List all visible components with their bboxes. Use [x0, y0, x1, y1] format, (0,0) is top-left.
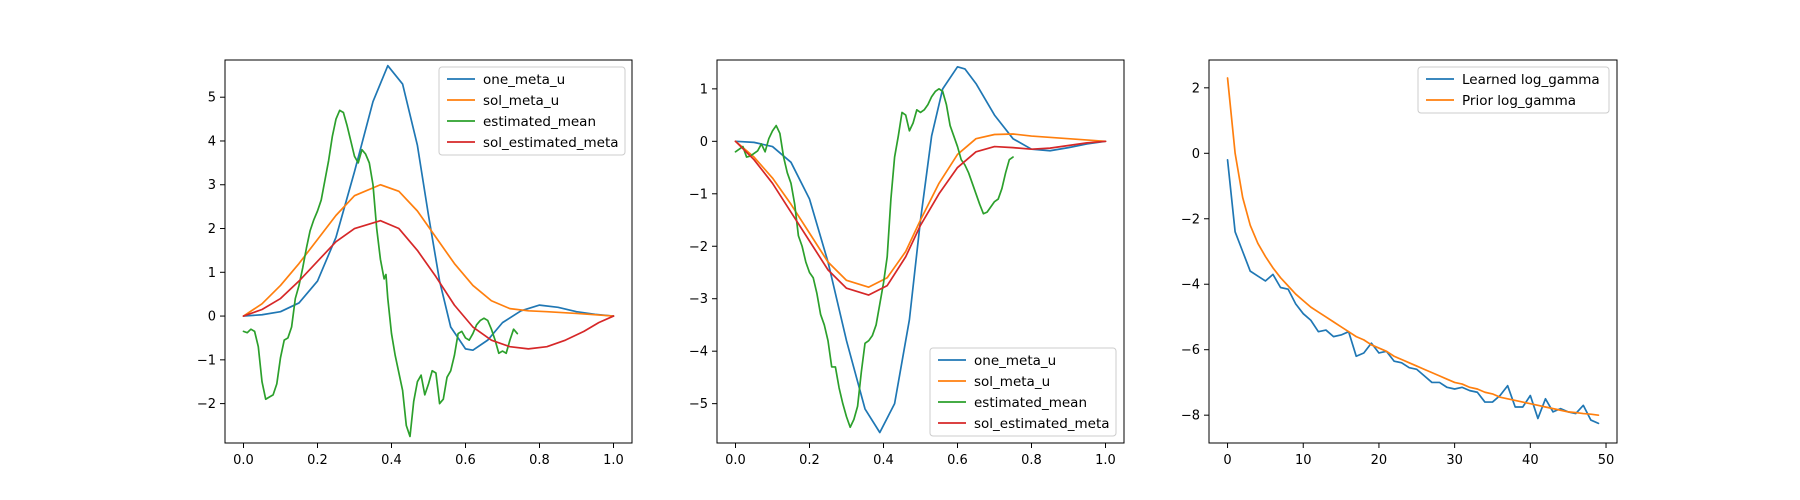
legend-box [929, 347, 1117, 437]
series-line-4 [734, 140, 1107, 296]
x-tick-label-3: 0.4 [381, 453, 402, 468]
y-tick-label-4: −2 [1181, 212, 1200, 227]
chart-2: 0.0 0.2 0.4 0.6 0.8 1.0 −5 −4 −3 −2 −1 0 1 one_meta_u… [689, 59, 1125, 468]
y-tick-label-7: 4 [208, 134, 216, 149]
legend-box [438, 66, 626, 156]
plot-area [1226, 77, 1600, 425]
y-tick-label-3: −4 [1181, 278, 1200, 293]
y-tick-label-2: −1 [197, 353, 216, 368]
y-tick-label-5: −1 [689, 187, 708, 202]
x-tick-label-1: 0 [1223, 453, 1231, 468]
plot-area [734, 65, 1107, 434]
series-line-1 [242, 64, 615, 352]
x-tick-label-4: 0.6 [455, 453, 476, 468]
chart-3: 0 10 20 30 40 50 −8 −6 −4 −2 0 2 Learned log_gamma Pr… [1181, 59, 1618, 468]
series-line-3 [734, 88, 1014, 429]
x-tick-label-2: 0.2 [799, 453, 820, 468]
series-line-2 [1226, 77, 1600, 417]
chart-1: 0.0 0.2 0.4 0.6 0.8 1.0 −2 −1 0 1 2 3 4 5 one_meta_uso… [197, 59, 633, 468]
legend-label-4: sol_estimated_meta [974, 416, 1110, 432]
y-tick-label-2: −6 [1181, 343, 1200, 358]
legend-label-3: estimated_mean [974, 395, 1087, 411]
legend-label-2: sol_meta_u [483, 93, 559, 109]
x-tick-label-4: 0.6 [947, 453, 968, 468]
y-tick-label-7: 1 [700, 82, 708, 97]
y-tick-label-5: 0 [1192, 147, 1200, 162]
y-tick-label-6: 0 [700, 135, 708, 150]
x-tick-label-5: 0.8 [1021, 453, 1042, 468]
legend-label-2: Prior log_gamma [1462, 93, 1576, 109]
legend-label-1: one_meta_u [483, 72, 565, 88]
series-line-4 [242, 219, 615, 350]
x-tick-label-6: 50 [1598, 453, 1615, 468]
y-tick-label-2: −4 [689, 345, 708, 360]
series-line-2 [734, 133, 1107, 289]
y-tick-label-4: 1 [208, 266, 216, 281]
y-tick-label-6: 2 [1192, 81, 1200, 96]
legend-label-2: sol_meta_u [974, 374, 1050, 390]
axes-frame [1208, 59, 1618, 444]
y-tick-label-1: −8 [1181, 409, 1200, 424]
series-line-1 [1226, 158, 1600, 425]
x-tick-label-3: 0.4 [873, 453, 894, 468]
y-tick-label-6: 3 [208, 178, 216, 193]
y-tick-label-3: 0 [208, 310, 216, 325]
x-tick-label-6: 1.0 [603, 453, 624, 468]
x-tick-label-1: 0.0 [233, 453, 254, 468]
x-tick-label-5: 40 [1522, 453, 1539, 468]
y-tick-label-1: −2 [197, 397, 216, 412]
legend-box [1417, 66, 1610, 114]
x-tick-label-2: 0.2 [307, 453, 328, 468]
x-tick-label-5: 0.8 [529, 453, 550, 468]
x-tick-label-4: 30 [1446, 453, 1463, 468]
x-tick-label-2: 10 [1295, 453, 1312, 468]
legend-label-3: estimated_mean [483, 114, 596, 130]
legend: one_meta_u sol_meta_u estimated_mean sol_es… [929, 347, 1117, 437]
legend-label-1: Learned log_gamma [1462, 72, 1600, 88]
y-tick-label-3: −3 [689, 292, 708, 307]
y-tick-label-4: −2 [689, 240, 708, 255]
series-line-3 [242, 109, 519, 438]
plot-area [242, 64, 615, 438]
y-tick-label-8: 5 [208, 91, 216, 106]
series-line-2 [242, 183, 615, 317]
legend: Learned log_gamma Prior log_gamma [1417, 66, 1610, 114]
x-tick-label-3: 20 [1371, 453, 1388, 468]
y-tick-label-1: −5 [689, 397, 708, 412]
axes-frame [716, 59, 1125, 444]
legend: one_meta_u sol_meta_u estimated_mean sol_es… [438, 66, 626, 156]
legend-label-1: one_meta_u [974, 353, 1056, 369]
y-tick-label-5: 2 [208, 222, 216, 237]
x-tick-label-1: 0.0 [725, 453, 746, 468]
x-tick-label-6: 1.0 [1095, 453, 1116, 468]
axes-frame [224, 59, 633, 444]
legend-label-4: sol_estimated_meta [483, 135, 619, 151]
